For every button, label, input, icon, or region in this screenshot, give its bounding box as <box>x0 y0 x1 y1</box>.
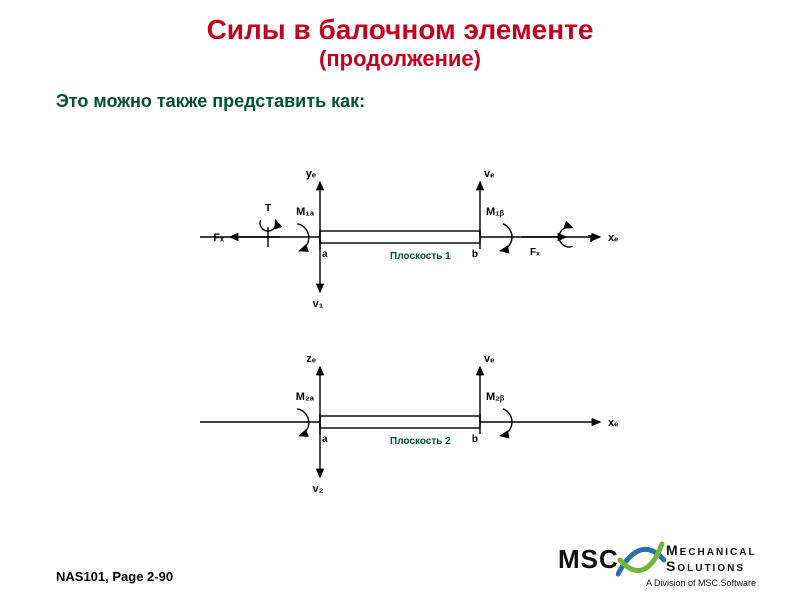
svg-text:M₁ₐ: M₁ₐ <box>296 206 315 218</box>
svg-text:M₁ᵦ: M₁ᵦ <box>486 206 505 218</box>
msc-logo: MSC Mechanical Solutions A Division of M… <box>558 538 778 596</box>
svg-text:v₁: v₁ <box>313 298 324 310</box>
svg-text:Fₓ: Fₓ <box>530 247 540 258</box>
svg-text:yₑ: yₑ <box>306 168 316 180</box>
logo-line1: Mechanical <box>666 542 757 558</box>
svg-text:T: T <box>588 234 594 245</box>
intro-text: Это можно также представить как: <box>56 91 800 112</box>
logo-msc-text: MSC <box>558 544 619 575</box>
svg-text:M₂ᵦ: M₂ᵦ <box>486 391 505 403</box>
svg-text:v₂: v₂ <box>312 483 323 495</box>
page-title: Силы в балочном элементе <box>0 14 800 46</box>
svg-text:zₑ: zₑ <box>306 353 316 365</box>
page-footer: NAS101, Page 2-90 <box>56 569 173 584</box>
svg-text:xₑ: xₑ <box>608 232 618 244</box>
svg-text:vₑ: vₑ <box>484 168 494 180</box>
svg-text:vₑ: vₑ <box>484 353 494 365</box>
svg-text:a: a <box>322 434 328 445</box>
svg-text:Плоскость 2: Плоскость 2 <box>390 436 451 447</box>
svg-text:T: T <box>265 203 271 214</box>
svg-text:b: b <box>472 249 478 260</box>
logo-swoosh-icon <box>616 536 666 582</box>
logo-line2: Solutions <box>666 558 745 574</box>
svg-text:Fₓ: Fₓ <box>213 232 225 244</box>
svg-text:xₑ: xₑ <box>608 417 618 429</box>
logo-division: A Division of MSC.Software <box>646 578 756 588</box>
svg-text:Плоскость 1: Плоскость 1 <box>390 251 451 262</box>
svg-text:b: b <box>472 434 478 445</box>
svg-text:a: a <box>322 249 328 260</box>
svg-text:M₂ₐ: M₂ₐ <box>296 391 315 403</box>
page-subtitle: (продолжение) <box>0 46 800 71</box>
beam-diagrams: xₑ a b yₑ vₑ v₁ M₁ₐ M₁ᵦ Fₓ T Fₓ T Плоскость 1 xₑ a b zₑ v… <box>0 112 800 577</box>
